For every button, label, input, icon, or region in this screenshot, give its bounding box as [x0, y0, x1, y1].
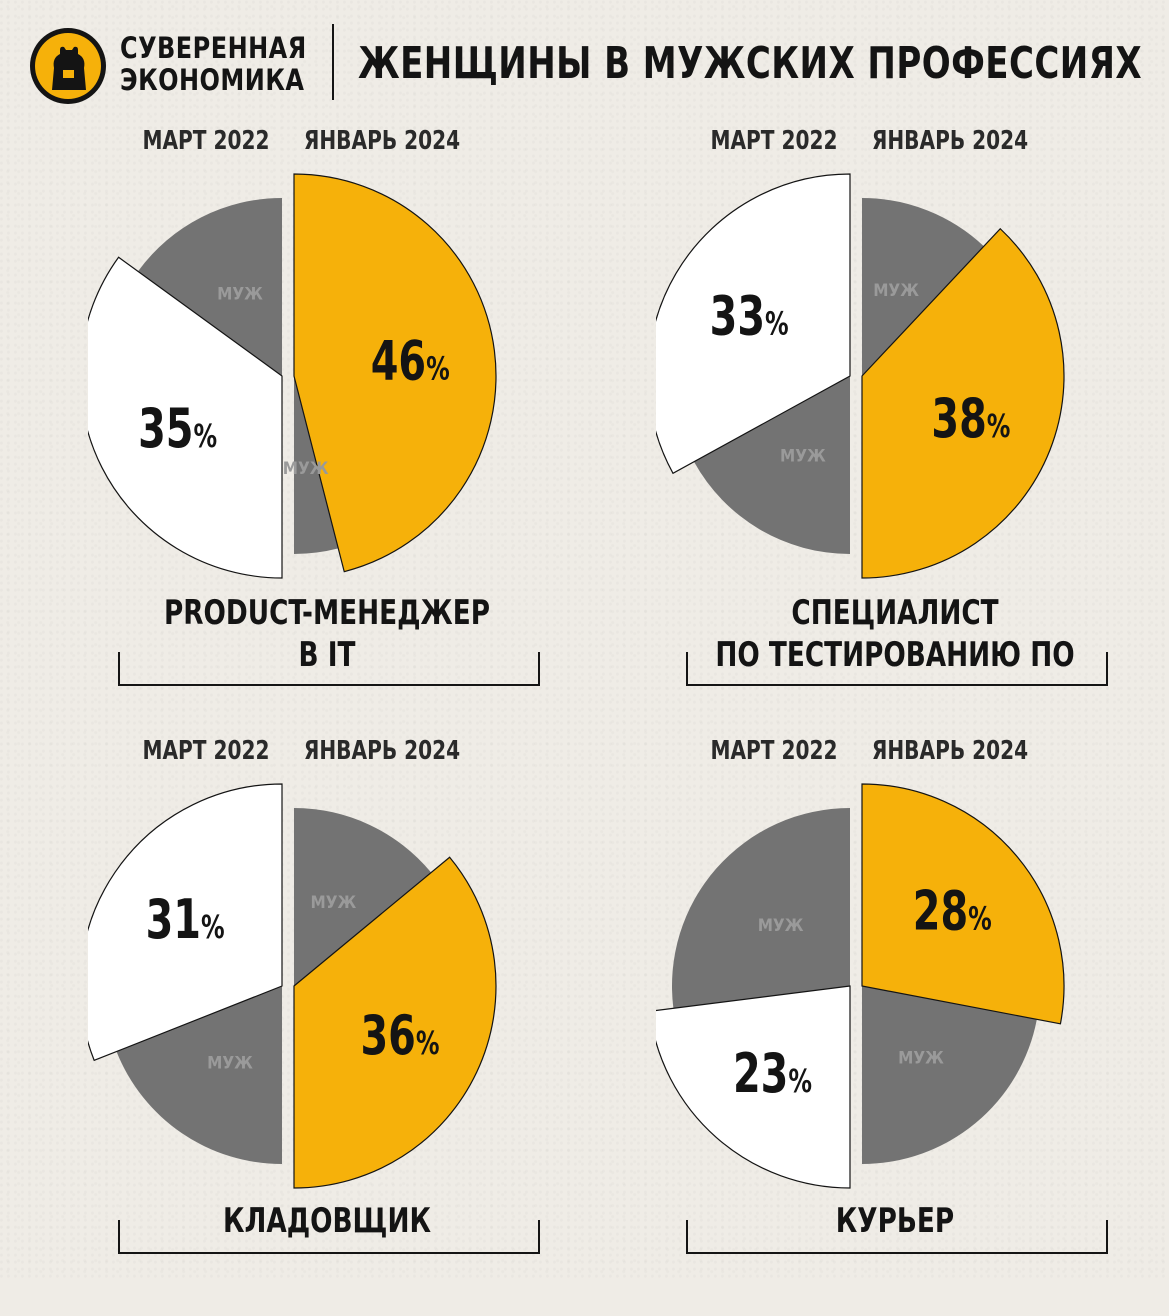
brand-line-2: ЭКОНОМИКА [120, 63, 305, 97]
women-share-label-march-2022: 33% [710, 284, 789, 347]
men-slice-march-2022 [694, 376, 850, 554]
pie-chart-product-manager: 35% МУЖ 46% МУЖ [88, 173, 497, 579]
men-share-label: МУЖ [311, 893, 357, 913]
pie-chart-software-tester: 33% МУЖ 38% МУЖ [656, 173, 1065, 579]
women-slice-march-2022 [656, 985, 851, 1189]
men-share-label: МУЖ [217, 285, 263, 305]
caption-software-tester: СПЕЦИАЛИСТ ПО ТЕСТИРОВАНИЮ ПО [686, 592, 1104, 676]
women-share-label-january-2024: 36% [360, 1004, 439, 1067]
caption-bracket [686, 1220, 1108, 1254]
label-january-2024: ЯНВАРЬ 2024 [303, 736, 461, 766]
panel-software-tester: МАРТ 2022 ЯНВАРЬ 2024 33% МУЖ 38% МУЖ СПЕЦИ… [656, 126, 1169, 706]
page-title: ЖЕНЩИНЫ В МУЖСКИХ ПРОФЕССИЯХ [358, 38, 1143, 89]
caption-line-2: В IT [298, 635, 356, 675]
caption-bracket [686, 652, 1108, 686]
caption-bracket [118, 652, 540, 686]
men-slice-january-2024 [294, 808, 432, 986]
caption-bracket [118, 1220, 540, 1254]
caption-product-manager: PRODUCT-МЕНЕДЖЕР В IT [118, 592, 536, 676]
caption-courier: КУРЬЕР [686, 1200, 1104, 1242]
women-share-label-march-2022: 23% [733, 1042, 812, 1105]
women-share-label-january-2024: 38% [931, 387, 1010, 450]
men-slice-march-2022 [671, 808, 850, 1009]
men-slice-january-2024 [862, 986, 1037, 1164]
women-slice-january-2024 [293, 856, 497, 1189]
women-slice-march-2022 [88, 256, 283, 579]
men-share-label: МУЖ [873, 281, 919, 301]
panel-courier: МАРТ 2022 ЯНВАРЬ 2024 23% МУЖ 28% МУЖ КУРЬЕ… [656, 736, 1169, 1316]
caption-line-1: СПЕЦИАЛИСТ [791, 593, 999, 633]
label-january-2024: ЯНВАРЬ 2024 [303, 126, 461, 156]
men-slice-march-2022 [137, 198, 282, 376]
men-share-label: МУЖ [780, 447, 826, 467]
men-slice-march-2022 [116, 986, 282, 1164]
women-slice-january-2024 [861, 783, 1065, 1025]
caption-storekeeper: КЛАДОВЩИК [118, 1200, 536, 1242]
header: СУВЕРЕННАЯ ЭКОНОМИКА ЖЕНЩИНЫ В МУЖСКИХ П… [26, 24, 1156, 104]
women-share-label-january-2024: 46% [371, 329, 450, 392]
women-share-label-march-2022: 31% [146, 888, 225, 951]
women-slice-january-2024 [861, 227, 1065, 579]
men-share-label: МУЖ [283, 459, 329, 479]
label-march-2022: МАРТ 2022 [142, 126, 270, 156]
bear-icon [30, 28, 106, 104]
women-share-label-january-2024: 28% [913, 879, 992, 942]
label-march-2022: МАРТ 2022 [142, 736, 270, 766]
label-march-2022: МАРТ 2022 [710, 736, 838, 766]
label-january-2024: ЯНВАРЬ 2024 [871, 126, 1029, 156]
panel-product-manager: МАРТ 2022 ЯНВАРЬ 2024 35% МУЖ 46% МУЖ PRODU… [88, 126, 648, 706]
panel-storekeeper: МАРТ 2022 ЯНВАРЬ 2024 31% МУЖ 36% МУЖ КЛАДО… [88, 736, 648, 1316]
caption-line-1: КЛАДОВЩИК [223, 1201, 431, 1241]
pie-chart-storekeeper: 31% МУЖ 36% МУЖ [88, 783, 497, 1189]
women-share-label-march-2022: 35% [138, 397, 217, 460]
men-share-label: МУЖ [758, 916, 804, 936]
men-share-label: МУЖ [207, 1054, 253, 1074]
women-slice-march-2022 [88, 783, 283, 1062]
caption-line-2: ПО ТЕСТИРОВАНИЮ ПО [715, 635, 1075, 675]
pie-chart-courier: 23% МУЖ 28% МУЖ [656, 783, 1065, 1189]
women-slice-march-2022 [656, 173, 851, 475]
header-divider [332, 24, 334, 100]
men-slice-january-2024 [862, 198, 984, 376]
brand-name: СУВЕРЕННАЯ ЭКОНОМИКА [120, 32, 307, 96]
men-share-label: МУЖ [898, 1048, 944, 1068]
brand-line-1: СУВЕРЕННАЯ [120, 31, 307, 65]
label-march-2022: МАРТ 2022 [710, 126, 838, 156]
caption-line-1: КУРЬЕР [835, 1201, 955, 1241]
women-slice-january-2024 [293, 173, 497, 573]
label-january-2024: ЯНВАРЬ 2024 [871, 736, 1029, 766]
caption-line-1: PRODUCT-МЕНЕДЖЕР [163, 593, 491, 633]
